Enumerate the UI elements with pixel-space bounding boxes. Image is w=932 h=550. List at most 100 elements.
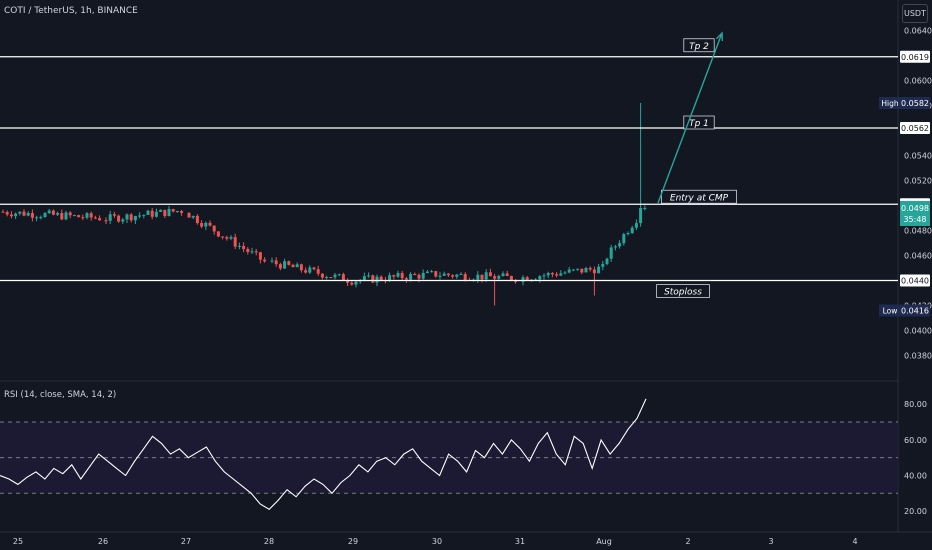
candle-body (56, 213, 60, 215)
candle-body (64, 212, 68, 220)
candle-body (346, 281, 350, 283)
price-tick-label: 0.0400 (904, 327, 932, 336)
candle-body (204, 222, 208, 227)
candle-body (643, 208, 647, 209)
level-price-tag-tp1 (900, 122, 930, 134)
level-label-box-entry (661, 189, 738, 204)
time-tick-label: 25 (13, 537, 23, 546)
rsi-tick-label: 80.00 (904, 400, 927, 409)
price-tick-label: 0.0600 (904, 77, 932, 86)
candle-body (463, 274, 467, 281)
candle-body (246, 248, 250, 252)
level-price-label-tp1: 0.0562 (901, 124, 929, 133)
candle-body (263, 259, 267, 262)
currency-button[interactable]: USDT (902, 4, 928, 23)
projection-arrow (657, 31, 724, 204)
candle-body (278, 264, 282, 269)
candle-body (404, 278, 408, 280)
time-tick-label: 26 (98, 537, 108, 546)
candle-body (409, 273, 413, 280)
candle-body (47, 210, 51, 214)
candle-body (571, 269, 575, 271)
candle-body (438, 275, 442, 277)
price-tick-label: 0.0520 (904, 177, 932, 186)
candle-body (283, 261, 287, 269)
time-tick-label: 27 (181, 537, 191, 546)
candle-body (316, 269, 320, 274)
candle-body (237, 245, 241, 247)
candle-body (601, 263, 605, 267)
symbol-title[interactable]: COTI / TetherUS, 1h, BINANCE (4, 6, 138, 16)
candle-body (200, 223, 204, 227)
candle-body (442, 273, 446, 276)
candle-body (580, 268, 584, 273)
level-price-label-tp2: 0.0619 (901, 53, 929, 62)
candle-body (51, 210, 55, 215)
candle-body (325, 277, 329, 279)
candle-body (93, 217, 97, 219)
candle-body (559, 273, 563, 276)
rsi-tick-label: 60.00 (904, 436, 927, 445)
level-price-label-stoploss: 0.0440 (901, 277, 929, 286)
candle-body (446, 273, 450, 276)
candle-body (634, 223, 638, 228)
candle-body (480, 274, 484, 280)
candle-body (212, 225, 216, 232)
candle-body (1, 211, 5, 213)
countdown-label: 35:48 (903, 215, 926, 224)
candle-body (555, 274, 559, 276)
candle-body (208, 222, 212, 226)
candle-body (417, 274, 421, 279)
high-tag-label: High (881, 99, 898, 108)
level-price-tag-tp2 (900, 50, 930, 63)
rsi-band (0, 421, 898, 494)
candle-body (430, 271, 434, 273)
low-tag-label: Low (883, 307, 898, 316)
candle-body (125, 214, 129, 220)
candle-body (129, 214, 133, 221)
candle-body (521, 277, 525, 282)
candle-body (597, 266, 601, 274)
candle-body (250, 251, 254, 253)
current-price-label: 0.0498 (901, 204, 929, 213)
candle-body (421, 272, 425, 279)
time-tick-label: 4 (852, 537, 857, 546)
time-tick-label: 28 (264, 537, 274, 546)
level-label-entry: Entry at CMP (670, 193, 729, 203)
candle-body (341, 274, 345, 282)
candle-body (626, 233, 630, 235)
candle-body (287, 261, 291, 265)
candle-body (30, 213, 34, 218)
level-label-tp1: Tp 1 (689, 119, 709, 129)
candle-body (291, 264, 295, 268)
candle-body (117, 215, 121, 222)
candle-body (175, 211, 179, 213)
candle-body (195, 215, 199, 224)
current-price-box (900, 201, 930, 226)
candle-body (104, 220, 108, 222)
candle-body (379, 276, 383, 281)
projection-arrowhead (715, 31, 724, 42)
candle-body (451, 275, 455, 277)
candle-body (221, 236, 225, 238)
rsi-title[interactable]: RSI (14, close, SMA, 14, 2) (4, 390, 117, 400)
candle-body (375, 276, 379, 283)
candle-body (476, 274, 480, 280)
candle-body (81, 217, 85, 219)
candle-body (216, 231, 220, 237)
candle-body (299, 264, 303, 271)
candle-body (497, 276, 501, 279)
price-tick-label: 0.0480 (904, 227, 932, 236)
candle-body (187, 212, 191, 218)
candle-body (26, 213, 30, 216)
candle-body (146, 210, 150, 215)
candle-body (329, 277, 333, 279)
candle-body (538, 276, 542, 280)
time-tick-label: 31 (515, 537, 525, 546)
candle-body (163, 209, 167, 217)
candle-body (270, 260, 274, 262)
candle-body (567, 269, 571, 273)
candle-body (133, 216, 137, 221)
